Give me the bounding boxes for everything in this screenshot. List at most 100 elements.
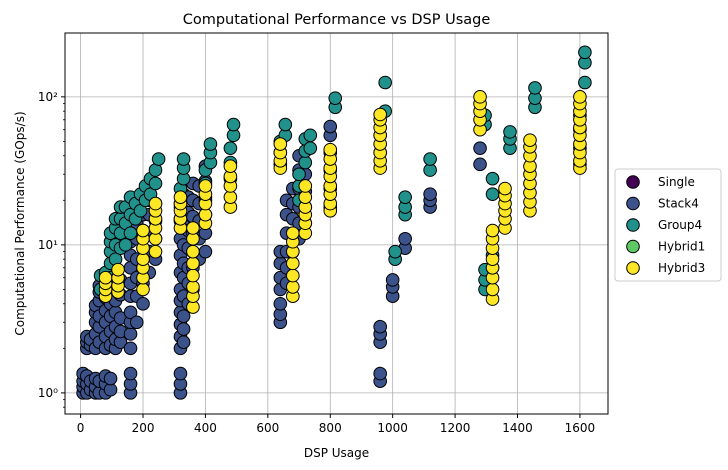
point-stack4 [129, 315, 144, 330]
legend-box [614, 168, 722, 282]
point-group4 [151, 152, 166, 166]
point-stack4 [176, 322, 191, 336]
point-group4 [378, 75, 392, 90]
y-tick-label: 10⁰ [38, 386, 58, 400]
point-hybrid3 [323, 142, 338, 157]
point-hybrid3 [286, 280, 300, 294]
point-hybrid3 [186, 244, 200, 259]
point-stack4 [123, 341, 138, 356]
point-hybrid3 [223, 159, 238, 173]
legend-marker [626, 261, 640, 275]
point-hybrid3 [573, 90, 587, 104]
point-hybrid3 [186, 256, 200, 271]
y-tick-label: 10² [38, 90, 58, 104]
point-hybrid3 [173, 190, 188, 204]
legend-marker [626, 239, 640, 254]
point-group4 [578, 45, 592, 60]
point-hybrid3 [136, 282, 150, 297]
point-hybrid3 [286, 256, 300, 271]
point-stack4 [123, 327, 138, 341]
point-group4 [303, 141, 318, 155]
grid [65, 33, 608, 414]
point-hybrid3 [485, 223, 500, 238]
point-stack4 [423, 187, 437, 201]
point-group4 [328, 91, 343, 105]
x-tick-label: 800 [319, 421, 342, 435]
point-stack4 [398, 231, 412, 246]
point-group4 [203, 137, 218, 151]
point-stack4 [136, 296, 150, 311]
point-group4 [485, 187, 500, 201]
legend-marker [626, 218, 640, 232]
point-stack4 [373, 319, 387, 334]
point-group4 [578, 75, 592, 90]
point-hybrid3 [286, 268, 300, 283]
point-group4 [485, 171, 500, 186]
point-hybrid3 [148, 244, 163, 259]
data-points [76, 45, 592, 400]
y-axis-title: Computational Performance (GOps/s) [13, 111, 27, 335]
point-group4 [118, 238, 133, 252]
plot-frame [64, 32, 609, 415]
point-group4 [226, 117, 241, 132]
point-hybrid3 [273, 137, 288, 151]
x-tick-label: 1000 [377, 421, 408, 435]
point-group4 [423, 152, 437, 166]
point-group4 [298, 155, 313, 170]
point-group4 [528, 81, 542, 95]
point-stack4 [176, 335, 191, 349]
legend-label: Group4 [658, 218, 702, 232]
point-stack4 [176, 309, 191, 323]
point-stack4 [123, 366, 138, 381]
point-group4 [503, 125, 517, 139]
point-hybrid3 [485, 282, 500, 297]
point-hybrid3 [373, 107, 387, 122]
point-stack4 [373, 366, 387, 381]
point-hybrid3 [111, 262, 125, 277]
x-tick-label: 0 [77, 421, 85, 435]
legend-marker [626, 175, 640, 189]
x-axis-title: DSP Usage [304, 446, 369, 460]
point-group4 [176, 152, 191, 166]
legend: Single Stack4 Group4 Hybrid1 Hybrid3 [614, 168, 722, 282]
point-hybrid3 [186, 268, 200, 283]
x-tick-label: 1600 [565, 421, 596, 435]
point-hybrid3 [286, 226, 300, 240]
point-group4 [303, 128, 318, 143]
x-tick-label: 1400 [502, 421, 533, 435]
point-stack4 [323, 119, 338, 134]
point-group4 [388, 244, 402, 259]
point-stack4 [198, 244, 213, 259]
y-tick-label: 10¹ [38, 238, 58, 252]
legend-label: Hybrid1 [658, 240, 705, 254]
point-group4 [148, 176, 163, 191]
point-stack4 [473, 141, 487, 155]
point-hybrid3 [198, 179, 213, 193]
point-hybrid3 [148, 196, 163, 211]
x-tick-label: 200 [132, 421, 155, 435]
point-hybrid3 [98, 270, 113, 285]
chart-title: Computational Performance vs DSP Usage [183, 12, 491, 28]
point-group4 [123, 226, 138, 240]
point-group4 [223, 141, 238, 155]
point-hybrid3 [136, 223, 150, 238]
point-hybrid3 [298, 179, 313, 193]
point-group4 [292, 167, 306, 182]
point-stack4 [103, 371, 118, 386]
legend-marker [626, 196, 640, 211]
legend-label: Hybrid3 [658, 261, 705, 275]
point-hybrid3 [473, 90, 487, 104]
axis-ticks: 0 200 400 600 800 1000 1200 1400 1600 10⁰ 10¹ 10² [38, 90, 595, 435]
point-hybrid3 [186, 280, 200, 294]
point-stack4 [385, 273, 400, 287]
point-group4 [278, 117, 293, 132]
x-tick-label: 400 [194, 421, 217, 435]
x-tick-label: 600 [256, 421, 279, 435]
point-hybrid3 [186, 221, 200, 235]
legend-label: Single [658, 175, 695, 189]
legend-label: Stack4 [658, 197, 699, 211]
point-hybrid3 [523, 133, 537, 147]
x-tick-label: 1200 [440, 421, 471, 435]
point-hybrid3 [498, 181, 512, 196]
